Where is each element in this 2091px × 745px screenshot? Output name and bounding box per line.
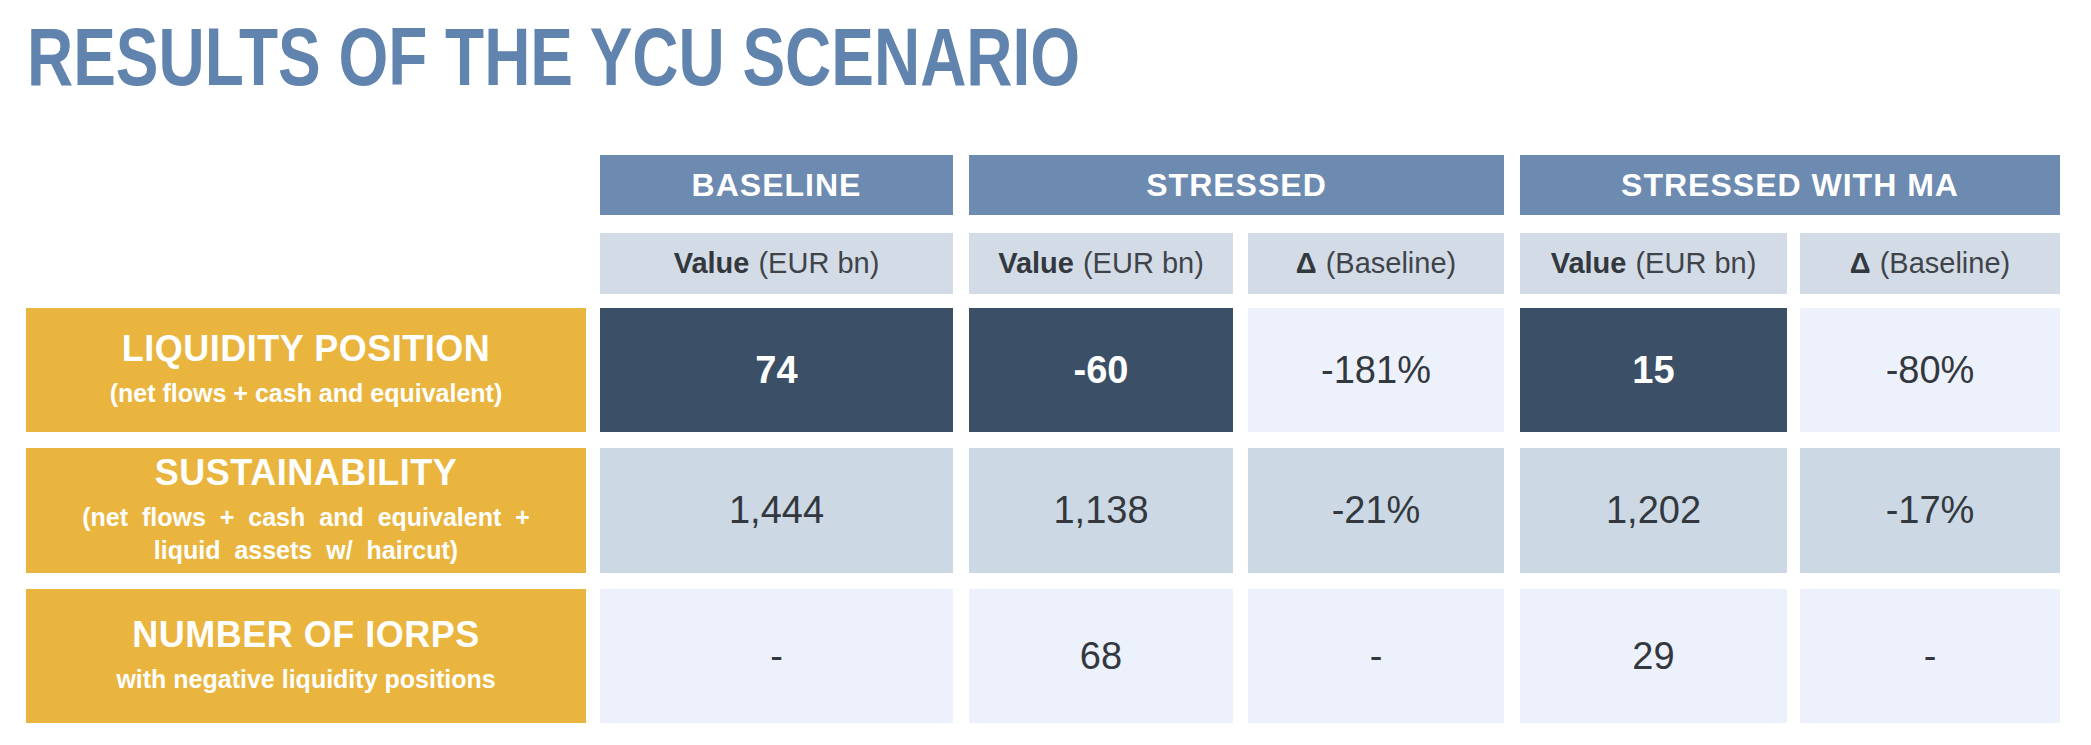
delta-symbol: Δ <box>1850 247 1871 280</box>
subheader-label: Value <box>998 247 1074 280</box>
subheader-ma-value: Value (EUR bn) <box>1520 233 1787 294</box>
cell-iorps-baseline-value: - <box>600 589 953 723</box>
cell-sustainability-ma-value: 1,202 <box>1520 448 1787 573</box>
row-label: LIQUIDITY POSITION <box>122 329 490 369</box>
row-header-liquidity-position: LIQUIDITY POSITION (net flows + cash and… <box>26 308 586 432</box>
cell-liquidity-ma-delta: -80% <box>1800 308 2060 432</box>
subheader-label: Value <box>1551 247 1627 280</box>
cell-iorps-stressed-value: 68 <box>969 589 1233 723</box>
column-group-header-stressed: STRESSED <box>969 155 1504 215</box>
subheader-stressed-value: Value (EUR bn) <box>969 233 1233 294</box>
subheader-baseline-value: Value (EUR bn) <box>600 233 953 294</box>
subheader-stressed-delta: Δ (Baseline) <box>1248 233 1504 294</box>
row-label: SUSTAINABILITY <box>155 453 457 493</box>
results-table: BASELINE STRESSED STRESSED WITH MA Value… <box>26 155 2060 723</box>
subheader-unit: (EUR bn) <box>758 247 879 280</box>
column-group-header-stressed-with-ma: STRESSED WITH MA <box>1520 155 2060 215</box>
page-title: RESULTS OF THE YCU SCENARIO <box>27 16 1080 98</box>
row-sublabel: (net flows + cash and equivalent) <box>110 377 502 411</box>
column-group-header-baseline: BASELINE <box>600 155 953 215</box>
cell-iorps-stressed-delta: - <box>1248 589 1504 723</box>
subheader-unit: (EUR bn) <box>1635 247 1756 280</box>
subheader-unit: (Baseline) <box>1880 247 2011 280</box>
row-sublabel: with negative liquidity positions <box>116 663 495 697</box>
subheader-ma-delta: Δ (Baseline) <box>1800 233 2060 294</box>
cell-liquidity-ma-value: 15 <box>1520 308 1787 432</box>
cell-liquidity-baseline-value: 74 <box>600 308 953 432</box>
cell-sustainability-baseline-value: 1,444 <box>600 448 953 573</box>
subheader-unit: (EUR bn) <box>1083 247 1204 280</box>
cell-sustainability-stressed-value: 1,138 <box>969 448 1233 573</box>
cell-sustainability-ma-delta: -17% <box>1800 448 2060 573</box>
cell-sustainability-stressed-delta: -21% <box>1248 448 1504 573</box>
row-sublabel: (net flows + cash and equivalent + liqui… <box>56 501 556 569</box>
cell-liquidity-stressed-value: -60 <box>969 308 1233 432</box>
delta-symbol: Δ <box>1296 247 1317 280</box>
row-label: NUMBER OF IORPS <box>132 615 480 655</box>
row-header-number-of-iorps: NUMBER OF IORPS with negative liquidity … <box>26 589 586 723</box>
subheader-unit: (Baseline) <box>1326 247 1457 280</box>
cell-iorps-ma-value: 29 <box>1520 589 1787 723</box>
row-header-sustainability: SUSTAINABILITY (net flows + cash and equ… <box>26 448 586 573</box>
subheader-label: Value <box>674 247 750 280</box>
cell-liquidity-stressed-delta: -181% <box>1248 308 1504 432</box>
cell-iorps-ma-delta: - <box>1800 589 2060 723</box>
